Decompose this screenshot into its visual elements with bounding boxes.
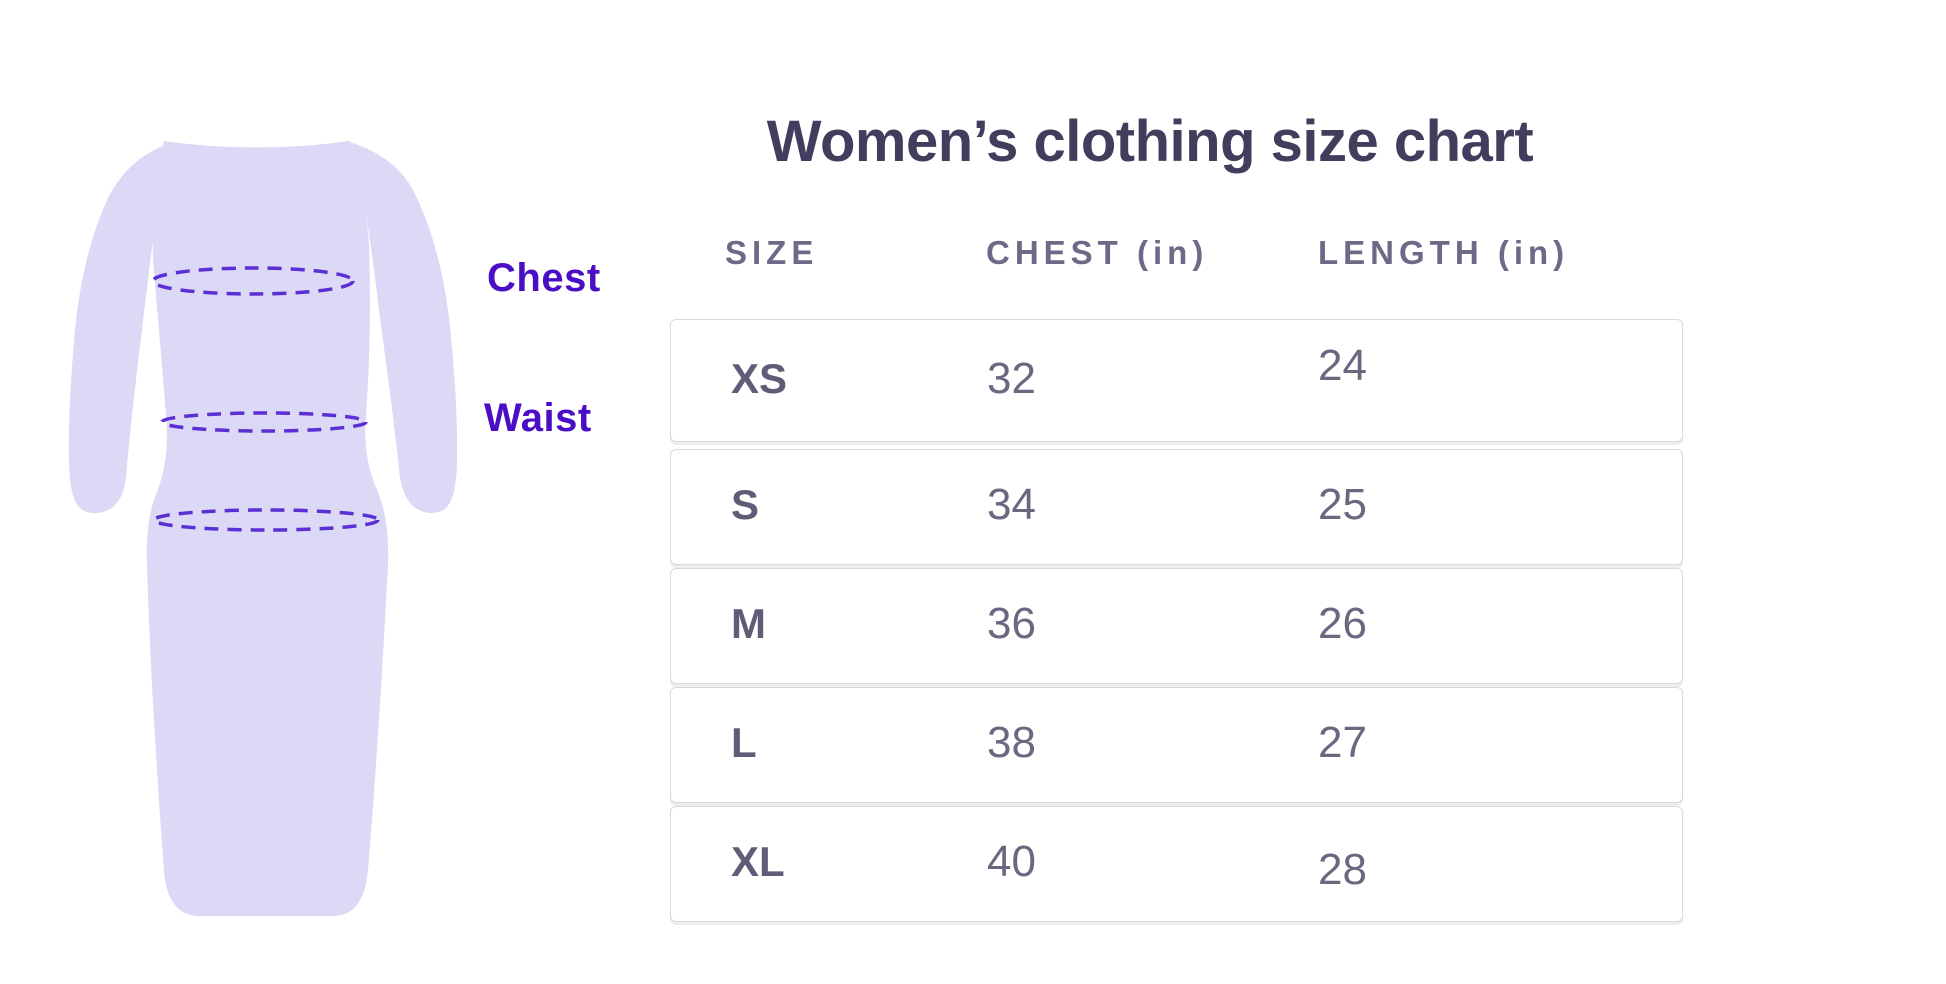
cell-size: XL xyxy=(731,838,785,885)
hip-measure-ellipse xyxy=(152,508,380,532)
cell-length: 26 xyxy=(1318,599,1367,648)
cell-size: M xyxy=(731,600,766,647)
table-header-row: SIZE CHEST (in) LENGTH (in) xyxy=(670,234,1683,274)
cell-size: XS xyxy=(731,354,788,402)
table-row: M 36 26 xyxy=(670,568,1683,684)
cell-chest: 40 xyxy=(987,837,1036,886)
cell-size: L xyxy=(731,719,757,766)
dress-body-shape xyxy=(146,141,389,916)
page-title: Women’s clothing size chart xyxy=(766,109,1534,174)
dress-left-sleeve-shape xyxy=(68,143,170,514)
table-row: XS 32 24 xyxy=(670,319,1683,442)
cell-chest: 34 xyxy=(987,480,1036,529)
table-row: L 38 27 xyxy=(670,687,1683,803)
chest-label: Chest xyxy=(487,256,601,300)
cell-chest: 32 xyxy=(987,353,1036,403)
dress-right-sleeve-shape xyxy=(346,141,458,513)
waist-measure-ellipse xyxy=(160,411,368,433)
column-header-size: SIZE xyxy=(725,234,819,271)
waist-label: Waist xyxy=(484,396,592,440)
cell-length: 28 xyxy=(1318,845,1367,894)
column-header-length: LENGTH (in) xyxy=(1318,234,1570,271)
chest-measure-ellipse xyxy=(151,266,355,296)
size-table: XS 32 24 S 34 25 M 36 26 L 38 27 XL 40 2… xyxy=(670,319,1683,925)
cell-chest: 38 xyxy=(987,718,1036,767)
cell-length: 25 xyxy=(1318,480,1367,529)
table-row: XL 40 28 xyxy=(670,806,1683,922)
table-row: S 34 25 xyxy=(670,449,1683,565)
cell-length: 27 xyxy=(1318,718,1367,767)
cell-chest: 36 xyxy=(987,599,1036,648)
column-header-chest: CHEST (in) xyxy=(986,234,1209,271)
cell-size: S xyxy=(731,481,760,528)
cell-length: 24 xyxy=(1318,340,1367,390)
